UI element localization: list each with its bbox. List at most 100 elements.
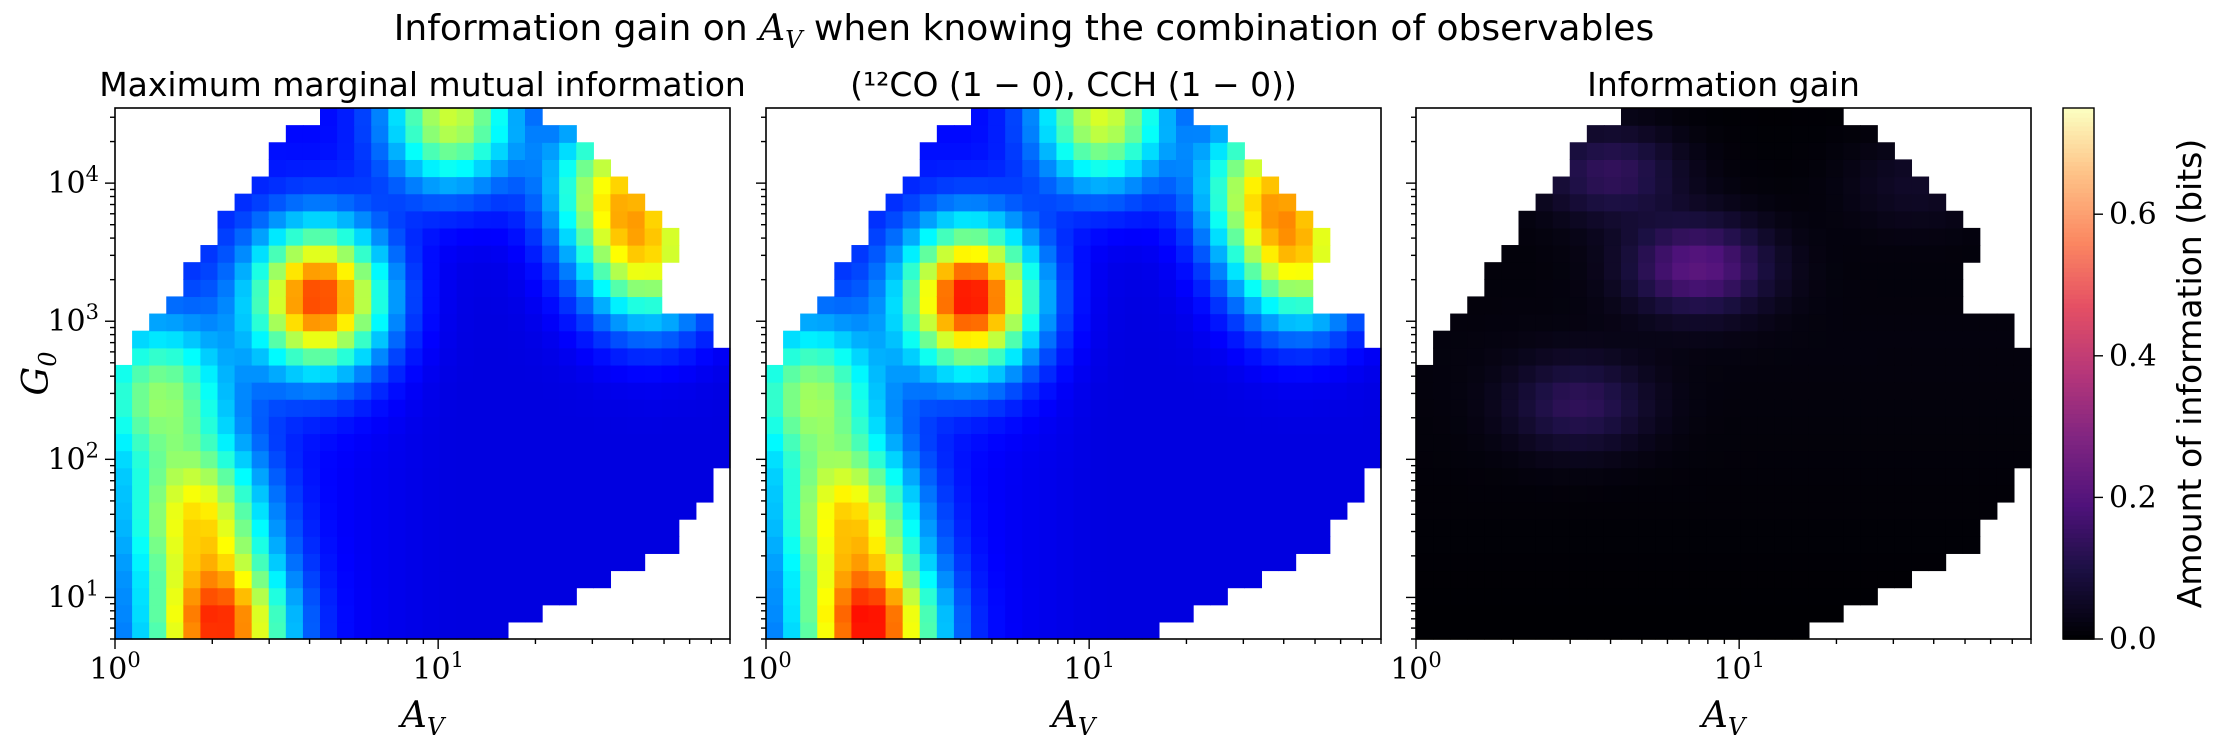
heatmap-cell: [1158, 450, 1177, 469]
heatmap-cell: [525, 313, 543, 332]
heatmap-cell: [661, 347, 680, 366]
heatmap-cell: [1227, 279, 1245, 298]
heatmap-cell: [1022, 313, 1040, 332]
heatmap-cell: [388, 176, 407, 195]
heatmap-cell: [251, 279, 270, 298]
heatmap-cell: [1056, 108, 1075, 126]
heatmap-cell: [800, 519, 818, 537]
heatmap-cell: [1073, 125, 1092, 143]
heatmap-cell: [456, 125, 475, 143]
heatmap-cell: [902, 450, 921, 469]
heatmap-cell: [1911, 279, 1930, 298]
heatmap-cell: [1244, 433, 1263, 452]
heatmap-cell: [936, 279, 955, 298]
heatmap-cell: [661, 245, 680, 263]
heatmap-cell: [1227, 467, 1245, 486]
heatmap-cell: [868, 467, 887, 486]
heatmap-cell: [1346, 416, 1365, 435]
heatmap-cell: [525, 159, 543, 178]
heatmap-cell: [1278, 330, 1297, 349]
heatmap-cell: [1022, 467, 1040, 486]
heatmap-cell: [149, 330, 167, 349]
heatmap-cell: [542, 450, 560, 469]
colorbar-segment: [2063, 479, 2094, 485]
heatmap-cell: [1210, 399, 1228, 417]
heatmap-cell: [576, 347, 594, 366]
heatmap-cell: [1894, 159, 1913, 178]
heatmap-cell: [1056, 142, 1075, 160]
heatmap-cell: [1158, 587, 1177, 606]
heatmap-cell: [200, 347, 219, 366]
colorbar-segment: [2063, 254, 2094, 260]
heatmap-cell: [576, 296, 594, 315]
heatmap-cell: [1928, 313, 1947, 332]
heatmap-cell: [661, 536, 680, 554]
heatmap-cell: [422, 604, 441, 623]
heatmap-cell: [1706, 484, 1725, 503]
heatmap-cell: [1484, 501, 1503, 520]
heatmap-cell: [1039, 416, 1058, 435]
heatmap-cell: [783, 399, 801, 417]
heatmap-cell: [593, 296, 612, 315]
heatmap-cell: [1535, 364, 1554, 383]
heatmap-cell: [1073, 108, 1092, 126]
heatmap-cell: [1176, 227, 1194, 246]
heatmap-cell: [936, 176, 955, 195]
heatmap-cell: [1655, 176, 1673, 195]
heatmap-cell: [1056, 399, 1075, 417]
heatmap-cell: [405, 433, 424, 452]
heatmap-cell: [885, 621, 904, 640]
heatmap-cell: [627, 484, 646, 503]
heatmap-cell: [1877, 279, 1895, 298]
heatmap-cell: [1723, 279, 1742, 298]
heatmap-cell: [936, 621, 955, 640]
heatmap-cell: [919, 347, 938, 366]
heatmap-cell: [936, 125, 955, 143]
heatmap-cell: [1552, 484, 1571, 503]
heatmap-cell: [1603, 364, 1622, 383]
heatmap-cell: [1672, 450, 1690, 469]
heatmap-cell: [1107, 382, 1126, 400]
heatmap-cell: [1757, 347, 1776, 366]
heatmap-cell: [800, 621, 818, 640]
heatmap-cell: [783, 484, 801, 503]
heatmap-cell: [1193, 570, 1211, 589]
heatmap-cell: [1124, 176, 1143, 195]
heatmap-cell: [1586, 450, 1605, 469]
colorbar-segment: [2063, 152, 2094, 158]
heatmap-cell: [1655, 587, 1673, 606]
heatmap-cell: [1022, 501, 1040, 520]
heatmap-cell: [1176, 604, 1194, 623]
heatmap-cell: [490, 330, 509, 349]
heatmap-cell: [885, 347, 904, 366]
heatmap-cell: [1774, 330, 1793, 349]
heatmap-cell: [1176, 125, 1194, 143]
heatmap-cell: [217, 484, 236, 503]
heatmap-cell: [610, 553, 629, 572]
heatmap-cell: [1484, 279, 1503, 298]
heatmap-cell: [1158, 176, 1177, 195]
heatmap-cell: [1979, 330, 1998, 349]
heatmap-cell: [439, 604, 458, 623]
heatmap-cell: [1073, 587, 1092, 606]
heatmap-cell: [302, 296, 321, 315]
heatmap-cell: [1056, 519, 1075, 537]
heatmap-cell: [1740, 553, 1759, 572]
heatmap-cell: [1295, 467, 1314, 486]
heatmap-cell: [507, 245, 526, 263]
heatmap-cell: [712, 399, 731, 417]
heatmap-cell: [234, 227, 253, 246]
heatmap-cell: [1996, 399, 2015, 417]
heatmap-cell: [1638, 125, 1656, 143]
heatmap-cell: [559, 519, 577, 537]
heatmap-cell: [1005, 382, 1023, 400]
heatmap-cell: [1416, 519, 1434, 537]
heatmap-cell: [1621, 347, 1639, 366]
heatmap-cell: [217, 364, 236, 383]
heatmap-cell: [971, 210, 989, 229]
colorbar-segment: [2063, 563, 2094, 569]
colorbar-segment: [2063, 218, 2094, 224]
heatmap-cell: [919, 501, 938, 520]
heatmap-cell: [1329, 364, 1348, 383]
heatmap-cell: [902, 176, 921, 195]
